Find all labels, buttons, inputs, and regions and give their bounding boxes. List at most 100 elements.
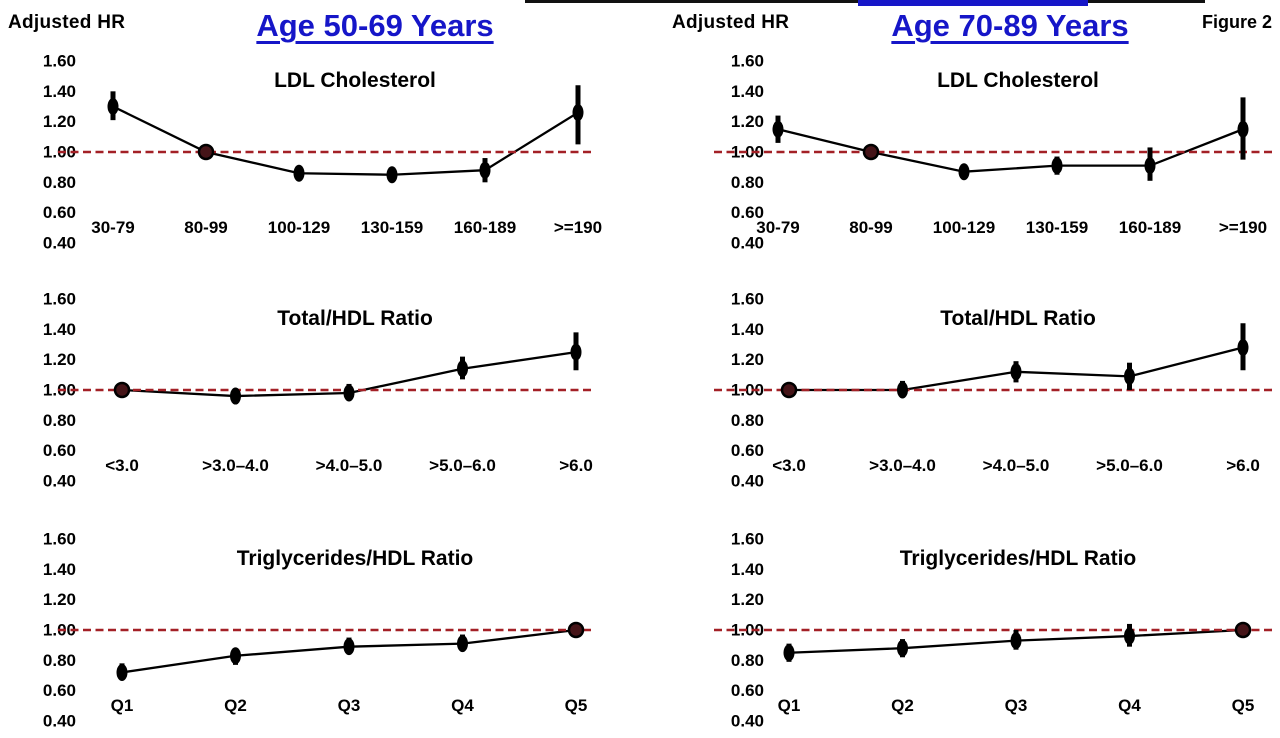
y-axis-label-left: Adjusted HR [8, 12, 126, 33]
data-point [293, 164, 305, 182]
category-label: 80-99 [184, 218, 227, 237]
data-point [457, 360, 468, 378]
y-tick-label: 1.60 [731, 52, 764, 71]
data-point [1237, 120, 1249, 138]
data-point [230, 647, 241, 665]
category-label: Q2 [224, 696, 247, 715]
data-point [479, 161, 491, 179]
y-tick-label: 1.40 [43, 82, 76, 101]
column-title-age-70-89: Age 70-89 Years [891, 8, 1129, 43]
y-axis-label-right: Adjusted HR [672, 12, 790, 33]
category-label: Q3 [1005, 696, 1028, 715]
category-label: 100-129 [933, 218, 995, 237]
data-point [1010, 632, 1022, 650]
data-point [572, 104, 584, 122]
category-label: <3.0 [105, 456, 139, 475]
y-tick-label: 1.60 [43, 530, 76, 549]
y-tick-label: 0.60 [43, 441, 76, 460]
y-tick-label: 1.60 [43, 52, 76, 71]
reference-point [780, 381, 798, 399]
category-label: 30-79 [91, 218, 134, 237]
panel-title: Total/HDL Ratio [940, 307, 1096, 330]
y-tick-label: 1.40 [43, 560, 76, 579]
reference-point [567, 621, 585, 639]
y-tick-label: 0.40 [43, 471, 76, 490]
data-point [772, 120, 784, 138]
category-label: >=190 [1219, 218, 1267, 237]
y-tick-label: 0.60 [43, 681, 76, 700]
data-point [1124, 627, 1135, 645]
trend-line [777, 128, 1244, 173]
y-tick-label: 1.00 [731, 380, 764, 399]
category-label: 160-189 [1119, 218, 1181, 237]
y-tick-label: 1.20 [731, 350, 764, 369]
panel-title: LDL Cholesterol [937, 69, 1099, 92]
y-tick-label: 1.60 [731, 530, 764, 549]
figure-number-label: Figure 2 [1201, 12, 1272, 32]
data-point [386, 166, 398, 184]
y-tick-label: 1.40 [731, 82, 764, 101]
category-label: Q1 [111, 696, 134, 715]
y-tick-label: 0.80 [731, 651, 764, 670]
category-label: Q5 [1232, 696, 1255, 715]
panel-tghdl-70-89: 1.60 1.40 1.20 1.00 0.80 0.60 0.40 Q1 Q2 Q3 Q4 Q5 Tr… [714, 530, 1273, 730]
y-tick-label: 1.60 [731, 290, 764, 309]
data-point [1144, 157, 1156, 175]
data-point [897, 381, 908, 399]
y-tick-label: 1.40 [731, 560, 764, 579]
category-label: >6.0 [1226, 456, 1260, 475]
y-tick-label: 0.80 [43, 173, 76, 192]
category-label: Q1 [778, 696, 801, 715]
y-tick-label: 0.60 [43, 203, 76, 222]
y-tick-label: 0.40 [731, 711, 764, 730]
category-label: >5.0–6.0 [429, 456, 496, 475]
category-label: >4.0–5.0 [983, 456, 1050, 475]
panel-title: LDL Cholesterol [274, 69, 436, 92]
data-point [570, 343, 582, 361]
reference-point [1234, 621, 1252, 639]
data-point [1124, 367, 1135, 385]
y-tick-label: 0.60 [731, 441, 764, 460]
category-label: >6.0 [559, 456, 593, 475]
y-tick-label: 1.60 [43, 290, 76, 309]
panel-title: Triglycerides/HDL Ratio [237, 547, 474, 570]
y-tick-label: 1.20 [43, 112, 76, 131]
category-label: Q3 [338, 696, 361, 715]
y-tick-label: 1.20 [43, 350, 76, 369]
y-tick-label: 0.40 [43, 233, 76, 252]
data-point [116, 663, 128, 681]
data-point [230, 387, 241, 405]
category-label: >4.0–5.0 [316, 456, 383, 475]
y-tick-label: 0.60 [731, 681, 764, 700]
category-label: >3.0–4.0 [202, 456, 269, 475]
y-tick-label: 1.40 [43, 320, 76, 339]
category-label: >5.0–6.0 [1096, 456, 1163, 475]
category-label: 130-159 [361, 218, 423, 237]
y-tick-label: 1.40 [731, 320, 764, 339]
data-point [783, 644, 795, 662]
data-point [457, 635, 468, 653]
y-tick-label: 0.80 [731, 173, 764, 192]
y-tick-label: 1.20 [43, 590, 76, 609]
y-tick-label: 1.00 [731, 620, 764, 639]
y-tick-label: 0.40 [731, 471, 764, 490]
y-tick-label: 0.40 [43, 711, 76, 730]
y-tick-label: 0.80 [731, 411, 764, 430]
data-point [897, 639, 908, 657]
data-point [1051, 157, 1063, 175]
y-tick-label: 1.20 [731, 590, 764, 609]
y-tick-label: 1.20 [731, 112, 764, 131]
reference-point [113, 381, 131, 399]
panel-title: Triglycerides/HDL Ratio [900, 547, 1137, 570]
data-point [343, 638, 355, 656]
panel-totalhdl-70-89: 1.60 1.40 1.20 1.00 0.80 0.60 0.40 <3.0 >3.0–4.0… [714, 290, 1273, 490]
category-label: 100-129 [268, 218, 330, 237]
category-label: Q4 [451, 696, 474, 715]
trend-line [112, 105, 579, 176]
reference-point [197, 143, 215, 161]
y-tick-label: 0.60 [731, 203, 764, 222]
category-label: Q5 [565, 696, 588, 715]
reference-point [862, 143, 880, 161]
panel-totalhdl-50-69: 1.601.401.201.000.800.600.40<3.0 >3.0–4.0… [43, 290, 594, 490]
